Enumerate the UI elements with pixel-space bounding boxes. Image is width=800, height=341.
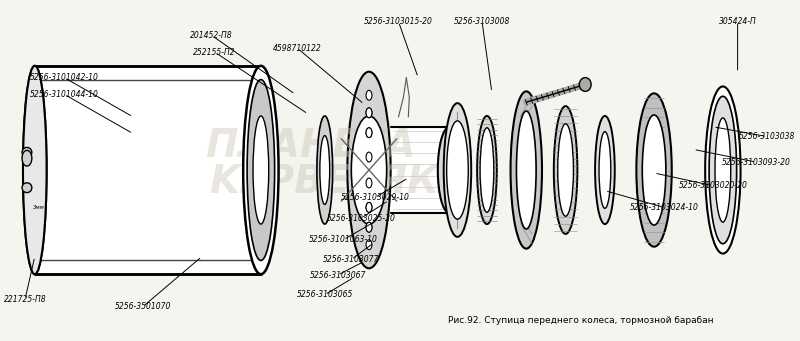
Ellipse shape — [715, 118, 730, 222]
Ellipse shape — [347, 72, 390, 268]
Ellipse shape — [480, 128, 494, 212]
Text: 5256-3101044-10: 5256-3101044-10 — [30, 90, 98, 99]
Text: 5256-3103067: 5256-3103067 — [310, 271, 366, 280]
Text: 4598710122: 4598710122 — [273, 44, 322, 53]
Ellipse shape — [366, 128, 372, 137]
Ellipse shape — [366, 128, 372, 137]
Ellipse shape — [554, 106, 578, 234]
Text: 221725-П8: 221725-П8 — [4, 295, 46, 304]
Ellipse shape — [366, 240, 372, 250]
Ellipse shape — [705, 87, 741, 254]
Ellipse shape — [366, 203, 372, 212]
Ellipse shape — [366, 203, 372, 212]
Ellipse shape — [558, 124, 574, 216]
Ellipse shape — [444, 103, 471, 237]
Bar — [34, 66, 261, 274]
Text: 5256-3103015-20: 5256-3103015-20 — [364, 17, 433, 26]
Text: 5256-3103025-20: 5256-3103025-20 — [326, 214, 395, 223]
Ellipse shape — [366, 90, 372, 100]
Ellipse shape — [366, 178, 372, 188]
Ellipse shape — [22, 147, 32, 157]
Ellipse shape — [709, 96, 737, 244]
Ellipse shape — [23, 66, 46, 274]
Text: 5256-3103020-20: 5256-3103020-20 — [678, 181, 747, 190]
Text: 5256-3103008: 5256-3103008 — [454, 17, 510, 26]
Text: 5256-3501070: 5256-3501070 — [114, 302, 171, 311]
Text: 252155-П2: 252155-П2 — [194, 47, 236, 57]
Text: 5256-3103077: 5256-3103077 — [323, 255, 379, 264]
Ellipse shape — [446, 121, 468, 219]
Ellipse shape — [599, 132, 611, 208]
Ellipse shape — [366, 222, 372, 232]
Ellipse shape — [23, 66, 46, 274]
Text: 5256-3103065: 5256-3103065 — [297, 290, 353, 299]
Ellipse shape — [366, 152, 372, 162]
Text: 5256-3103038: 5256-3103038 — [739, 132, 795, 141]
Ellipse shape — [243, 66, 278, 274]
Ellipse shape — [247, 79, 274, 261]
Ellipse shape — [595, 116, 614, 224]
Ellipse shape — [636, 93, 672, 247]
Bar — [390, 127, 450, 213]
Text: 5256-3103029-10: 5256-3103029-10 — [341, 193, 410, 202]
Text: 3мм: 3мм — [33, 205, 45, 210]
Ellipse shape — [253, 116, 269, 224]
Text: Рис.92. Ступица переднего колеса, тормозной барабан: Рис.92. Ступица переднего колеса, тормоз… — [447, 316, 713, 325]
Text: 201452-П8: 201452-П8 — [190, 31, 233, 40]
Text: 5256-3101063-10: 5256-3101063-10 — [309, 235, 378, 244]
Text: 5256-3103024-10: 5256-3103024-10 — [630, 203, 698, 212]
Ellipse shape — [22, 150, 32, 166]
Text: ПЛАНЕТА: ПЛАНЕТА — [205, 128, 415, 165]
Ellipse shape — [510, 91, 542, 249]
Ellipse shape — [642, 115, 666, 225]
Ellipse shape — [438, 127, 462, 213]
Ellipse shape — [517, 111, 536, 229]
Ellipse shape — [477, 116, 497, 224]
Ellipse shape — [320, 136, 330, 204]
Ellipse shape — [366, 222, 372, 232]
Ellipse shape — [579, 78, 591, 91]
Text: KEPBE3ЯКА: KEPBE3ЯКА — [210, 164, 470, 202]
Ellipse shape — [351, 116, 386, 224]
Ellipse shape — [317, 116, 333, 224]
Ellipse shape — [22, 183, 32, 193]
Ellipse shape — [366, 108, 372, 118]
Text: 5256-3103093-20: 5256-3103093-20 — [722, 158, 790, 167]
Bar — [6, 3, 34, 338]
Text: 5256-3101042-10: 5256-3101042-10 — [30, 73, 98, 82]
Ellipse shape — [366, 108, 372, 118]
Text: 305424-П: 305424-П — [718, 17, 757, 26]
